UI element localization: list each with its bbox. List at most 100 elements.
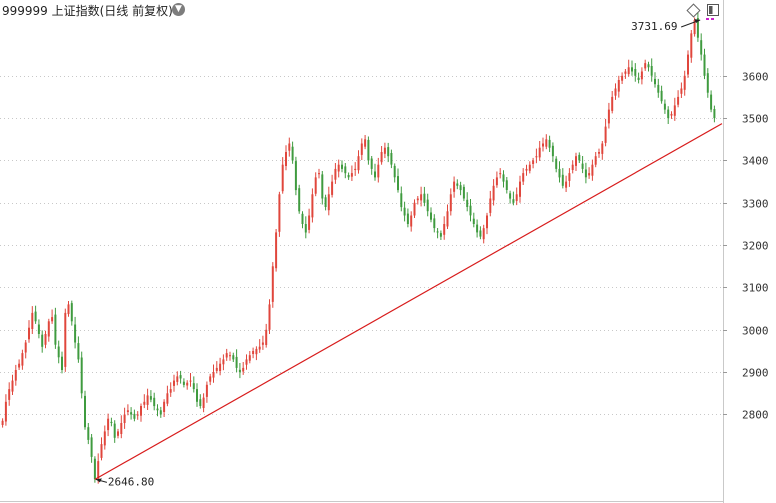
candlestick-series [1,10,716,484]
candle-body [153,397,156,407]
candle-body [393,165,396,178]
candle-body [528,164,531,171]
candle-body [489,198,492,213]
candle-body [110,421,113,423]
candle-body [140,406,142,416]
candle-body [41,334,44,347]
candle-body [706,73,709,93]
low-annotation-label: 2646.80 [108,475,154,488]
candle-body [565,181,568,188]
candle-body [627,67,630,75]
candle-body [120,423,123,434]
candle-body [205,384,208,397]
candle-body [133,413,136,419]
candle-body [426,199,429,212]
candle-body [212,372,215,378]
candle-body [591,164,594,176]
candle-body [304,224,307,233]
candle-body [571,164,574,170]
candle-body [268,304,271,330]
candle-body [294,161,297,191]
candle-body [57,346,60,358]
candle-body [637,77,640,80]
candle-body [37,324,40,334]
candle-body [242,367,245,372]
y-tick-label: 2900 [742,367,769,380]
candle-body [281,164,284,192]
chart-title: 999999 上证指数(日线 前复权) [2,4,173,18]
candle-body [624,71,627,74]
candle-body [654,78,656,85]
candle-body [182,381,185,385]
candle-body [321,174,324,199]
panel-toggle-icon[interactable] [707,4,719,16]
candle-body [420,194,423,201]
candle-body [156,408,159,411]
candle-body [657,84,660,93]
candle-body [693,20,696,35]
candle-body [248,355,251,361]
candle-body [631,67,633,72]
candle-body [403,207,406,216]
candle-body [258,346,261,350]
candle-body [472,218,475,224]
candle-body [561,174,564,186]
candle-body [397,176,399,191]
candle-body [581,163,584,169]
candle-body [482,228,485,240]
candle-body [11,380,14,392]
candle-body [667,109,670,119]
candle-body [683,75,686,90]
candle-body [621,75,624,81]
grid-layer [0,76,727,415]
candle-body [486,215,488,229]
candle-body [696,18,699,38]
candle-body [192,383,195,390]
candle-body [179,375,182,379]
candle-body [126,410,129,412]
candle-body [522,173,525,182]
marker-icon [706,18,714,20]
candle-body [4,401,7,422]
diamond-icon[interactable] [686,3,701,18]
candle-body [374,171,376,178]
candle-body [265,329,268,345]
candle-body [380,152,383,163]
candle-body [400,193,403,208]
chevron-down-icon[interactable]: ▼ [172,3,185,16]
candle-body [545,139,548,147]
candle-body [578,154,581,161]
candle-body [700,40,703,55]
candle-body [341,164,343,169]
candle-body [446,211,449,227]
candle-body [449,194,452,212]
candle-body [575,156,577,166]
candle-body [93,458,96,480]
candle-body [640,71,643,80]
candle-body [430,212,432,220]
candle-body [677,96,680,105]
candle-body [594,156,597,165]
candle-body [222,359,225,365]
candle-body [387,147,390,157]
candle-body [660,90,663,102]
candle-body [650,66,653,76]
candle-body [383,147,386,154]
y-tick-label: 3500 [742,113,769,126]
y-tick-label: 3400 [742,155,769,168]
candle-body [462,186,465,199]
candle-body [617,80,620,92]
candle-body [146,395,149,405]
y-tick-label: 3600 [742,71,769,84]
candle-body [97,461,100,479]
candle-body [21,353,24,366]
candle-body [34,311,37,322]
candle-body [538,147,541,158]
candle-body [690,33,693,58]
candle-body [568,173,571,181]
candle-body [70,303,73,322]
candle-body [542,143,544,147]
high-annotation-label: 3731.69 [631,20,677,33]
candle-body [136,414,139,416]
candle-body [103,431,106,446]
